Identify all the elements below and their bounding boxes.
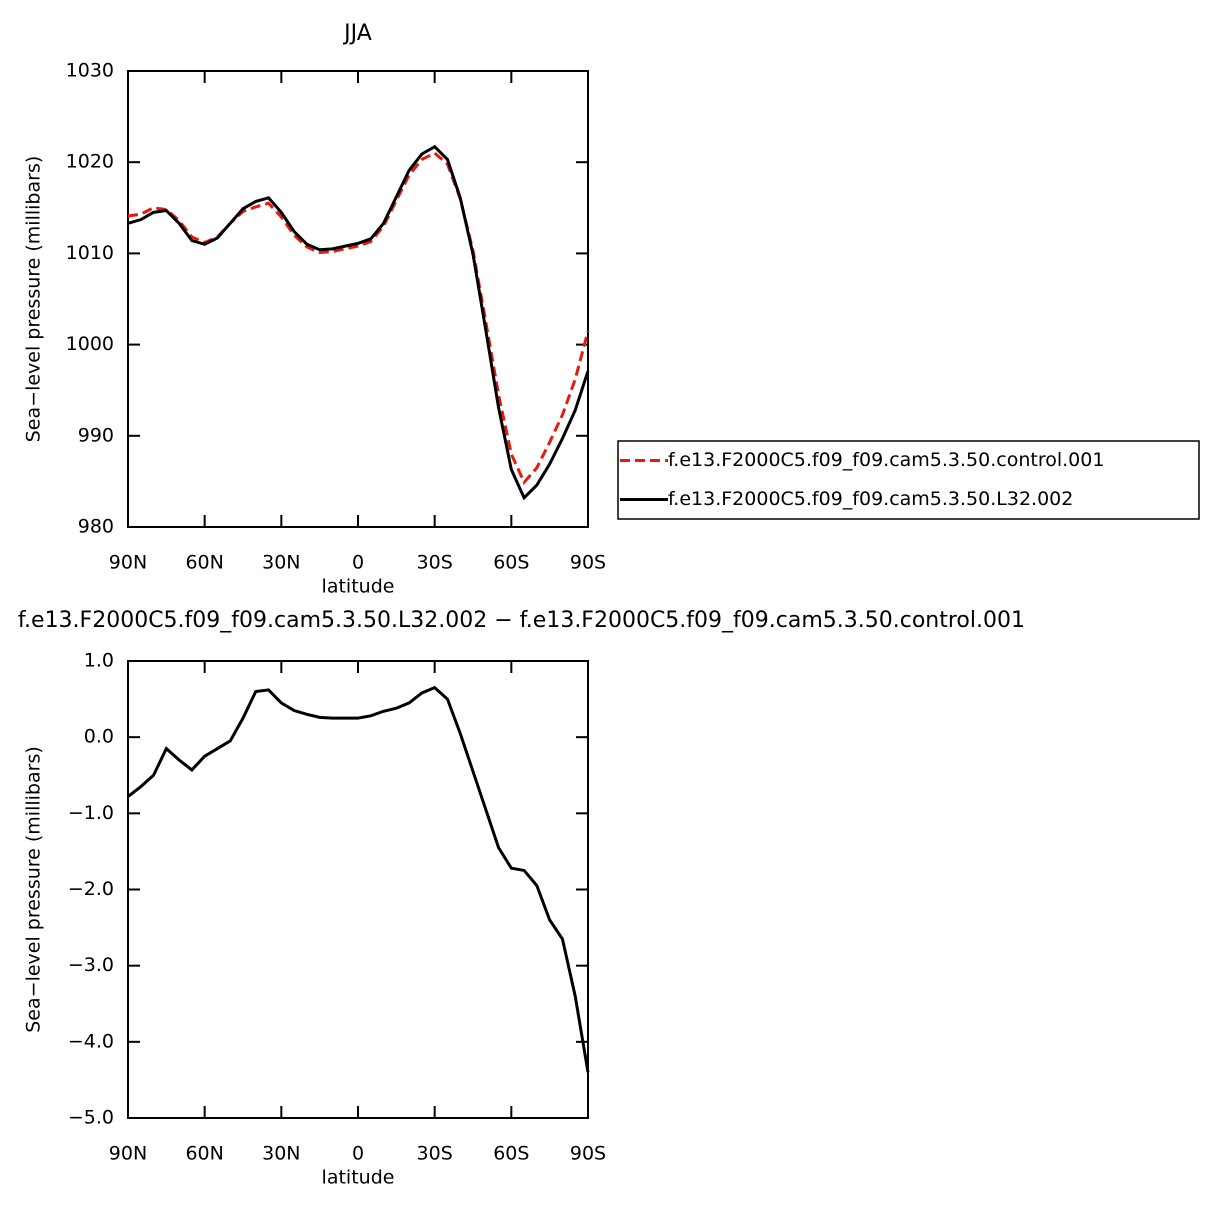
data-line — [127, 144, 590, 501]
data-line — [127, 151, 590, 486]
x-tick-label: 90N — [109, 1143, 147, 1165]
y-tick-label: −5.0 — [68, 1107, 114, 1129]
y-tick-label: 1000 — [66, 333, 114, 355]
x-tick-label: 60N — [185, 1143, 223, 1165]
x-tick-label: 0 — [352, 552, 364, 574]
legend-label: f.e13.F2000C5.f09_f09.cam5.3.50.L32.002 — [668, 488, 1073, 510]
x-tick-label: 90S — [570, 1143, 606, 1165]
x-tick-label: 30S — [417, 1143, 453, 1165]
x-tick-label: 0 — [352, 1143, 364, 1165]
legend-box — [617, 440, 1200, 520]
y-tick-label: −2.0 — [68, 878, 114, 900]
y-tick-label: 980 — [78, 516, 114, 538]
data-line — [127, 685, 590, 1073]
x-tick-label: 60S — [493, 1143, 529, 1165]
y-tick-label: −3.0 — [68, 954, 114, 976]
chart-title: JJA — [342, 21, 372, 46]
x-tick-label: 60N — [185, 552, 223, 574]
x-tick-label: 90S — [570, 552, 606, 574]
y-tick-label: −1.0 — [68, 802, 114, 824]
y-axis-label: Sea−level pressure (millibars) — [23, 746, 45, 1033]
plot-frame — [127, 70, 589, 528]
y-tick-label: 0.0 — [84, 726, 114, 748]
x-tick-label: 30S — [417, 552, 453, 574]
y-tick-label: 1010 — [66, 242, 114, 264]
x-tick-label: 60S — [493, 552, 529, 574]
chart-title: f.e13.F2000C5.f09_f09.cam5.3.50.L32.002 … — [18, 608, 1025, 633]
x-axis-label: latitude — [322, 1167, 395, 1189]
y-tick-label: 1020 — [66, 151, 114, 173]
x-axis-label: latitude — [322, 576, 395, 598]
y-tick-label: 1030 — [66, 60, 114, 82]
plot-frame — [127, 660, 589, 1119]
y-axis-label: Sea−level pressure (millibars) — [23, 156, 45, 443]
x-tick-label: 30N — [262, 1143, 300, 1165]
y-tick-label: 1.0 — [84, 650, 114, 672]
x-tick-label: 90N — [109, 552, 147, 574]
x-tick-label: 30N — [262, 552, 300, 574]
y-tick-label: −4.0 — [68, 1030, 114, 1052]
y-tick-label: 990 — [78, 424, 114, 446]
legend-label: f.e13.F2000C5.f09_f09.cam5.3.50.control.… — [668, 449, 1104, 471]
